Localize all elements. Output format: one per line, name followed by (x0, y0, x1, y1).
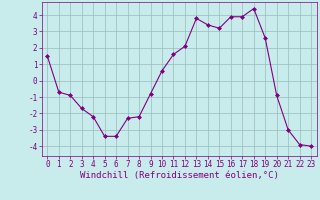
X-axis label: Windchill (Refroidissement éolien,°C): Windchill (Refroidissement éolien,°C) (80, 171, 279, 180)
